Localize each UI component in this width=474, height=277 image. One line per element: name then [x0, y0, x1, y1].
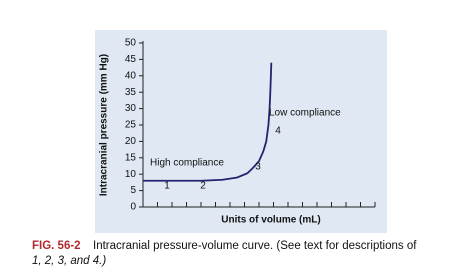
y-tick-label: 5: [130, 185, 136, 196]
y-tick-label: 15: [125, 152, 137, 163]
curve: [143, 62, 273, 182]
y-tick-label: 0: [130, 202, 136, 213]
y-tick-label: 40: [125, 70, 137, 81]
y-tick-label: 45: [125, 54, 137, 65]
caption-label: FIG. 56-2: [32, 240, 81, 252]
panel: [95, 30, 387, 233]
caption-text: 1, 2, 3, and 4.): [32, 255, 106, 267]
annotation: 1: [164, 181, 170, 192]
y-tick-label: 10: [125, 169, 137, 180]
y-axis-label: Intracranial pressure (mm Hg): [99, 54, 110, 196]
annotation: 3: [255, 162, 261, 173]
y-tick-label: 20: [125, 136, 137, 147]
x-axis-label: Units of volume (mL): [221, 215, 320, 226]
y-tick-label: 50: [125, 38, 137, 49]
caption-text: Intracranial pressure-volume curve. (See…: [93, 240, 417, 252]
y-tick-label: 35: [125, 87, 137, 98]
y-tick-label: 30: [125, 103, 137, 114]
y-tick-label: 25: [125, 120, 137, 131]
annotation: Low compliance: [269, 108, 341, 119]
annotation: 2: [200, 181, 206, 192]
annotation: High compliance: [150, 158, 224, 169]
annotation: 4: [275, 126, 281, 137]
